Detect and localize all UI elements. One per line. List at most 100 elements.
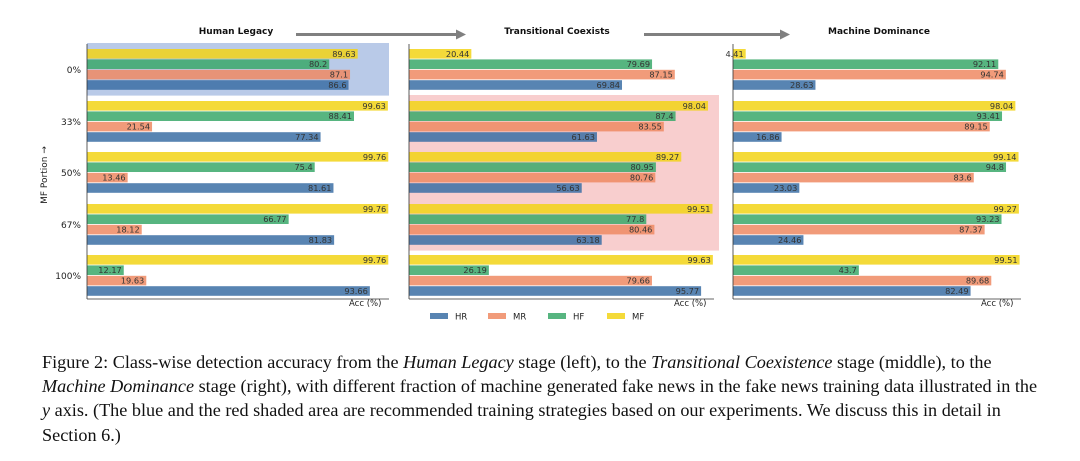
data-label: 99.76 bbox=[363, 152, 386, 162]
data-label: 81.83 bbox=[309, 235, 332, 245]
data-label: 63.18 bbox=[576, 235, 599, 245]
panel-title: Human Legacy bbox=[199, 27, 274, 37]
y-axis-label: MF Portion → bbox=[40, 146, 50, 204]
stage-arrowhead bbox=[780, 29, 790, 40]
bar-hf bbox=[87, 59, 330, 69]
data-label: 24.46 bbox=[778, 235, 801, 245]
data-label: 13.46 bbox=[102, 173, 125, 183]
bar-hf bbox=[733, 265, 859, 275]
panel-title: Transitional Coexists bbox=[504, 27, 610, 37]
bar-hr bbox=[733, 80, 816, 90]
caption-part: Figure 2: Class-wise detection accuracy … bbox=[42, 352, 404, 372]
caption-emph: y bbox=[42, 400, 51, 421]
bar-mr bbox=[87, 275, 147, 286]
bar-hr bbox=[409, 286, 702, 296]
data-label: 83.6 bbox=[954, 173, 972, 183]
bar-mf bbox=[87, 152, 389, 162]
bar-hr bbox=[87, 235, 335, 245]
data-label: 99.63 bbox=[362, 101, 385, 111]
row-labels: 0% 33% 50% 67% 100% bbox=[55, 66, 81, 282]
data-label: 28.63 bbox=[790, 80, 813, 90]
bar-hr bbox=[733, 132, 782, 142]
bar-hr bbox=[409, 80, 623, 90]
panel-titles: Human Legacy Transitional Coexists Machine… bbox=[199, 27, 930, 40]
row-label: 50% bbox=[61, 169, 81, 179]
bar-mr bbox=[733, 224, 985, 235]
bar-hf bbox=[733, 59, 999, 69]
data-label: 83.55 bbox=[638, 122, 661, 132]
data-label: 95.77 bbox=[676, 286, 699, 296]
data-label: 94.8 bbox=[986, 162, 1004, 172]
bar-mr bbox=[409, 224, 655, 235]
data-label: 87.1 bbox=[330, 70, 348, 80]
data-label: 80.76 bbox=[630, 173, 653, 183]
x-axis-label: Acc (%) bbox=[349, 299, 381, 309]
data-label: 89.63 bbox=[332, 49, 355, 59]
bar-hf bbox=[409, 214, 647, 224]
bar-hf bbox=[87, 214, 289, 224]
bar-marks bbox=[87, 49, 1020, 296]
bar-mr bbox=[733, 172, 974, 183]
legend-label: HR bbox=[455, 313, 467, 323]
bar-mf bbox=[87, 255, 389, 265]
caption-part: stage (right), with different fraction o… bbox=[194, 376, 1038, 397]
data-label: 43.7 bbox=[839, 265, 857, 275]
legend-label: MF bbox=[632, 313, 644, 323]
bar-mr bbox=[733, 275, 992, 286]
data-label: 93.23 bbox=[976, 214, 999, 224]
data-label: 88.41 bbox=[329, 111, 352, 121]
data-label: 87.15 bbox=[649, 70, 672, 80]
bar-mr bbox=[733, 121, 990, 132]
caption-emph: Machine Dominance bbox=[42, 376, 195, 397]
bar-mr bbox=[87, 69, 351, 80]
caption-part: stage (left), to the bbox=[513, 352, 652, 372]
data-label: 93.41 bbox=[977, 111, 1000, 121]
bar-mf bbox=[733, 255, 1020, 265]
bar-mf bbox=[409, 101, 709, 111]
bar-hf bbox=[87, 265, 124, 275]
panel-title: Machine Dominance bbox=[828, 27, 930, 37]
data-label: 92.11 bbox=[973, 59, 996, 69]
bar-mr bbox=[409, 69, 675, 80]
figure-chart: Acc (%) Acc (%) Acc (%) 89.63 99.63 99.76 99.… bbox=[40, 27, 1021, 323]
stage-arrowhead bbox=[456, 29, 466, 40]
data-label: 89.15 bbox=[964, 122, 987, 132]
data-label: 80.95 bbox=[630, 162, 653, 172]
data-label: 99.63 bbox=[687, 255, 710, 265]
row-label: 0% bbox=[67, 66, 82, 76]
data-label: 89.27 bbox=[656, 152, 679, 162]
data-label: 99.14 bbox=[993, 152, 1016, 162]
bar-mr bbox=[87, 224, 142, 235]
data-label: 80.2 bbox=[309, 59, 327, 69]
bar-hr bbox=[409, 183, 582, 193]
bar-hr bbox=[87, 183, 334, 193]
legend-swatch-hr bbox=[430, 313, 448, 319]
bar-mf bbox=[409, 204, 713, 214]
bar-hr bbox=[733, 183, 800, 193]
data-label: 79.69 bbox=[627, 59, 650, 69]
bar-hr bbox=[733, 286, 971, 296]
data-label: 98.04 bbox=[990, 101, 1013, 111]
data-label: 99.51 bbox=[687, 204, 710, 214]
bar-mf bbox=[409, 255, 713, 265]
x-axis-label: Acc (%) bbox=[674, 299, 706, 309]
bar-mf bbox=[733, 49, 746, 59]
bar-hf bbox=[733, 162, 1007, 172]
data-label: 23.03 bbox=[774, 183, 797, 193]
caption-part: stage (middle), to the bbox=[832, 352, 992, 372]
bar-mf bbox=[87, 204, 389, 214]
bar-mr bbox=[409, 172, 656, 183]
bar-hf bbox=[87, 162, 315, 172]
data-label: 77.8 bbox=[626, 214, 644, 224]
bar-hf bbox=[87, 111, 354, 121]
bar-hr bbox=[87, 80, 349, 90]
bar-hr bbox=[409, 132, 597, 142]
caption-emph: Human Legacy bbox=[403, 352, 514, 372]
data-label: 98.04 bbox=[683, 101, 706, 111]
bar-mf bbox=[733, 152, 1019, 162]
data-label: 18.12 bbox=[116, 225, 139, 235]
data-label: 87.37 bbox=[959, 225, 982, 235]
data-label: 19.63 bbox=[121, 276, 144, 286]
bar-hr bbox=[733, 235, 804, 245]
data-label: 20.44 bbox=[446, 49, 469, 59]
